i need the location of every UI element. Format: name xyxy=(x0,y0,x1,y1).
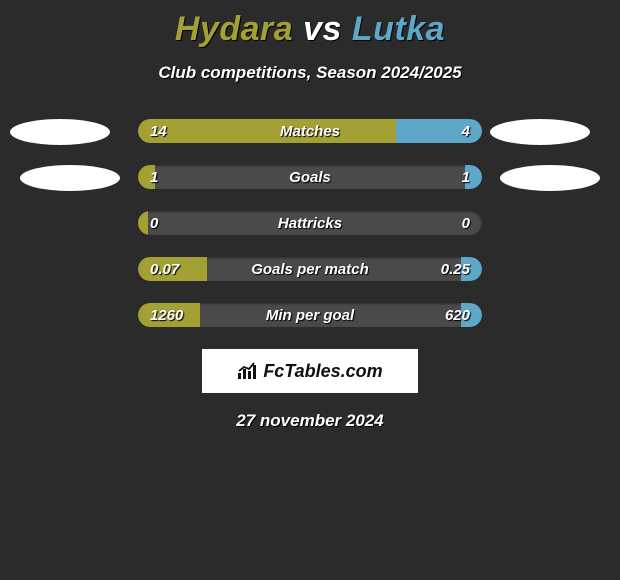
left-value: 1260 xyxy=(150,303,183,327)
branding-box: FcTables.com xyxy=(202,349,418,393)
left-bar-fill xyxy=(138,119,396,143)
left-value: 14 xyxy=(150,119,167,143)
right-value: 620 xyxy=(445,303,470,327)
right-value: 0.25 xyxy=(441,257,470,281)
stat-bar: Goals1 1 xyxy=(138,165,482,189)
right-value: 1 xyxy=(462,165,470,189)
stat-label: Hattricks xyxy=(138,211,482,235)
left-value: 0.07 xyxy=(150,257,179,281)
stat-bar: Matches144 xyxy=(138,119,482,143)
stat-row: Min per goal1260620 xyxy=(0,303,620,327)
right-value: 4 xyxy=(462,119,470,143)
left-value: 1 xyxy=(150,165,158,189)
footer-date: 27 november 2024 xyxy=(0,411,620,431)
stat-bar: Hattricks0 0 xyxy=(138,211,482,235)
stat-bar: Goals per match0.070.25 xyxy=(138,257,482,281)
right-value: 0 xyxy=(462,211,470,235)
left-bar-fill xyxy=(138,211,148,235)
comparison-title: Hydara vs Lutka xyxy=(0,0,620,49)
vs-text: vs xyxy=(303,10,342,48)
left-value: 0 xyxy=(150,211,158,235)
stat-bar: Min per goal1260620 xyxy=(138,303,482,327)
stat-row: Goals1 1 xyxy=(0,165,620,189)
comparison-area: Matches144Goals11Hattricks00Goals per ma… xyxy=(0,119,620,327)
stat-row: Hattricks0 0 xyxy=(0,211,620,235)
stat-row: Goals per match0.070.25 xyxy=(0,257,620,281)
stat-rows: Matches144Goals11Hattricks00Goals per ma… xyxy=(0,119,620,327)
player2-name: Lutka xyxy=(352,10,445,48)
branding-text: FcTables.com xyxy=(263,361,382,382)
subtitle: Club competitions, Season 2024/2025 xyxy=(0,63,620,83)
player1-name: Hydara xyxy=(175,10,293,48)
stat-label: Goals xyxy=(138,165,482,189)
chart-icon xyxy=(237,362,259,380)
stat-row: Matches144 xyxy=(0,119,620,143)
